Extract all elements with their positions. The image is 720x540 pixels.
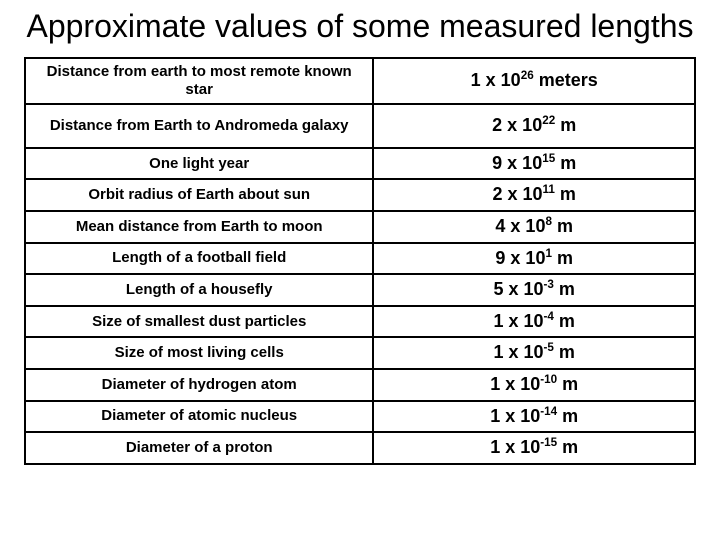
table-row: Diameter of hydrogen atom1 x 10-10 m	[25, 369, 695, 401]
length-description: Length of a housefly	[25, 274, 373, 306]
table-row: Diameter of a proton1 x 10-15 m	[25, 432, 695, 464]
length-description: Mean distance from Earth to moon	[25, 211, 373, 243]
length-value: 1 x 10-14 m	[373, 401, 695, 433]
length-value: 1 x 10-4 m	[373, 306, 695, 338]
length-description: Diameter of hydrogen atom	[25, 369, 373, 401]
length-description: One light year	[25, 148, 373, 180]
length-value: 1 x 10-10 m	[373, 369, 695, 401]
length-description: Size of smallest dust particles	[25, 306, 373, 338]
length-description: Orbit radius of Earth about sun	[25, 179, 373, 211]
table-row: Length of a football field9 x 101 m	[25, 243, 695, 275]
lengths-table: Distance from earth to most remote known…	[24, 57, 696, 465]
length-description: Size of most living cells	[25, 337, 373, 369]
page-title: Approximate values of some measured leng…	[24, 8, 696, 45]
length-value: 4 x 108 m	[373, 211, 695, 243]
table-row: Distance from earth to most remote known…	[25, 58, 695, 104]
length-value: 1 x 1026 meters	[373, 58, 695, 104]
table-row: Orbit radius of Earth about sun2 x 1011 …	[25, 179, 695, 211]
table-row: Distance from Earth to Andromeda galaxy2…	[25, 104, 695, 148]
length-description: Distance from Earth to Andromeda galaxy	[25, 104, 373, 148]
table-row: Size of smallest dust particles1 x 10-4 …	[25, 306, 695, 338]
length-value: 1 x 10-5 m	[373, 337, 695, 369]
length-value: 5 x 10-3 m	[373, 274, 695, 306]
length-value: 2 x 1011 m	[373, 179, 695, 211]
table-row: Length of a housefly5 x 10-3 m	[25, 274, 695, 306]
length-description: Distance from earth to most remote known…	[25, 58, 373, 104]
length-value: 9 x 1015 m	[373, 148, 695, 180]
length-description: Length of a football field	[25, 243, 373, 275]
table-row: Size of most living cells1 x 10-5 m	[25, 337, 695, 369]
table-row: Diameter of atomic nucleus1 x 10-14 m	[25, 401, 695, 433]
length-description: Diameter of a proton	[25, 432, 373, 464]
table-row: One light year9 x 1015 m	[25, 148, 695, 180]
length-value: 1 x 10-15 m	[373, 432, 695, 464]
length-value: 9 x 101 m	[373, 243, 695, 275]
table-row: Mean distance from Earth to moon4 x 108 …	[25, 211, 695, 243]
length-value: 2 x 1022 m	[373, 104, 695, 148]
length-description: Diameter of atomic nucleus	[25, 401, 373, 433]
